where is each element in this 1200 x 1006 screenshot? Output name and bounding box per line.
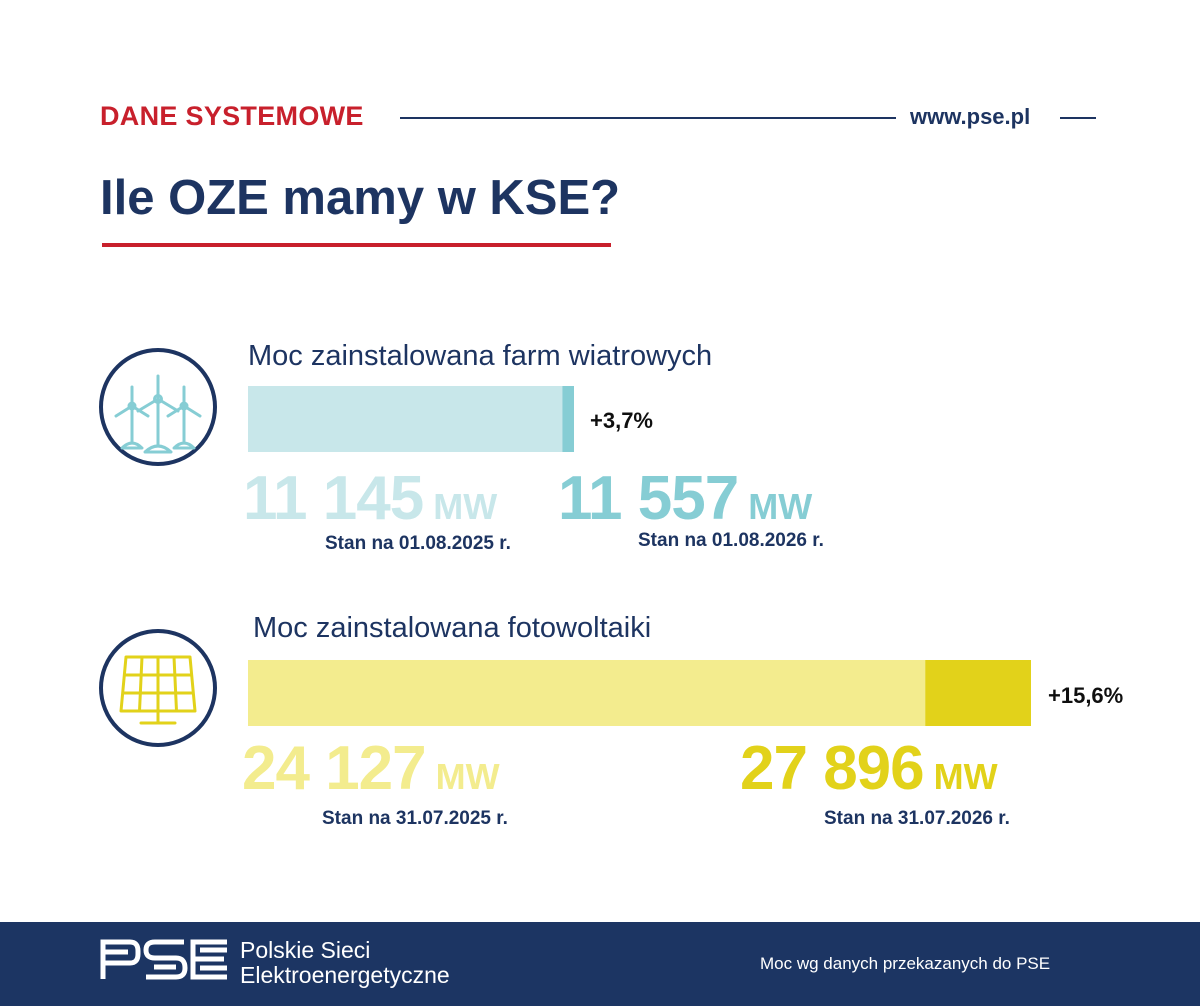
header-divider-end xyxy=(1060,117,1096,119)
wind-change-label: +3,7% xyxy=(590,408,653,433)
pv-new-number: 27 896 xyxy=(740,734,925,803)
pv-section-title: Moc zainstalowana fotowoltaiki xyxy=(253,612,652,644)
wind-new-date: Stan na 01.08.2026 r. xyxy=(638,530,824,551)
org-name-line1: Polskie Sieci xyxy=(240,937,371,963)
solar-panel-icon xyxy=(99,629,217,747)
wind-bar-previous xyxy=(248,386,563,452)
wind-section-title: Moc zainstalowana farm wiatrowych xyxy=(248,340,713,372)
pv-new-date: Stan na 31.07.2026 r. xyxy=(824,808,1010,829)
wind-new-unit: MW xyxy=(748,486,813,527)
page-title: Ile OZE mamy w KSE? xyxy=(100,171,621,225)
pv-new-unit: MW xyxy=(933,756,998,797)
wind-old-date: Stan na 01.08.2025 r. xyxy=(325,533,511,554)
org-name-line2: Elektroenergetyczne xyxy=(240,962,450,988)
pv-bar-increase xyxy=(925,660,1031,726)
pv-old-value: 24 127 MW xyxy=(242,738,500,800)
wind-new-value: 11 557 MW xyxy=(558,468,812,530)
source-note: Moc wg danych przekazanych do PSE xyxy=(760,954,1051,973)
title-underline xyxy=(102,243,611,247)
wind-turbines-icon xyxy=(99,348,217,466)
website-link[interactable]: www.pse.pl xyxy=(910,104,1031,129)
footer-bar xyxy=(0,922,1200,1006)
wind-old-unit: MW xyxy=(433,486,498,527)
wind-capacity-chart xyxy=(248,386,574,452)
header-divider xyxy=(400,117,896,119)
wind-bar-increase xyxy=(562,386,574,452)
pv-capacity-chart xyxy=(248,660,1031,726)
pv-old-number: 24 127 xyxy=(242,734,427,803)
pv-old-unit: MW xyxy=(435,756,500,797)
pv-bar-previous xyxy=(248,660,926,726)
section-kicker: DANE SYSTEMOWE xyxy=(100,101,364,131)
pse-logo xyxy=(100,936,230,987)
pv-new-value: 27 896 MW xyxy=(740,738,998,800)
wind-old-number: 11 145 xyxy=(243,464,424,533)
wind-old-value: 11 145 MW xyxy=(243,468,497,530)
pv-change-label: +15,6% xyxy=(1048,683,1124,708)
pv-old-date: Stan na 31.07.2025 r. xyxy=(322,808,508,829)
wind-new-number: 11 557 xyxy=(558,464,739,533)
